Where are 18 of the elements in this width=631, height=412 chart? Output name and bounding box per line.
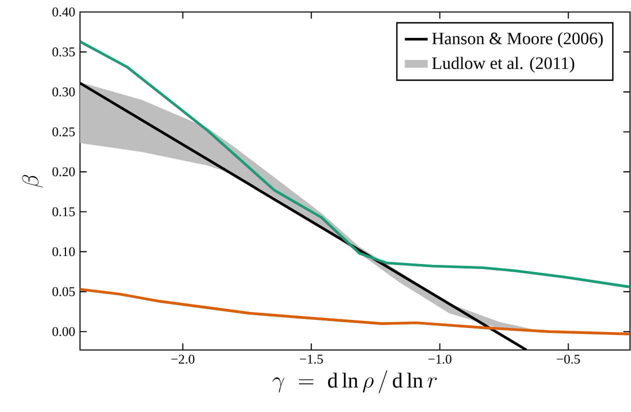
x-axis-title: $\gamma \;=\; \mathrm{d}\ln\rho\,/\,\mathrm{d}\ln r$ (272, 370, 437, 394)
y-axis-title: $\beta$ (22, 174, 43, 188)
y-tick-label: 0.20 (52, 167, 75, 176)
y-tick-label: 0.05 (52, 287, 75, 296)
y-tick-label: 0.25 (52, 127, 75, 136)
legend-label: Hanson & Moore (2006) (432, 32, 603, 48)
y-tick-label: 0.40 (52, 7, 75, 17)
y-tick-label: 0.00 (52, 327, 75, 336)
x-tick-label: −0.5 (556, 354, 580, 364)
y-tick-label: 0.10 (52, 247, 75, 256)
legend-label: Ludlow et al. (2011) (432, 56, 574, 73)
line-series (80, 288, 630, 336)
y-tick-label: 0.35 (52, 47, 75, 56)
y-tick-label: 0.15 (52, 207, 75, 216)
x-tick-label: −1.5 (300, 354, 323, 364)
y-tick-label: 0.30 (52, 87, 75, 96)
x-tick-label: −1.0 (428, 354, 452, 364)
x-tick-label: −2.0 (171, 354, 194, 364)
